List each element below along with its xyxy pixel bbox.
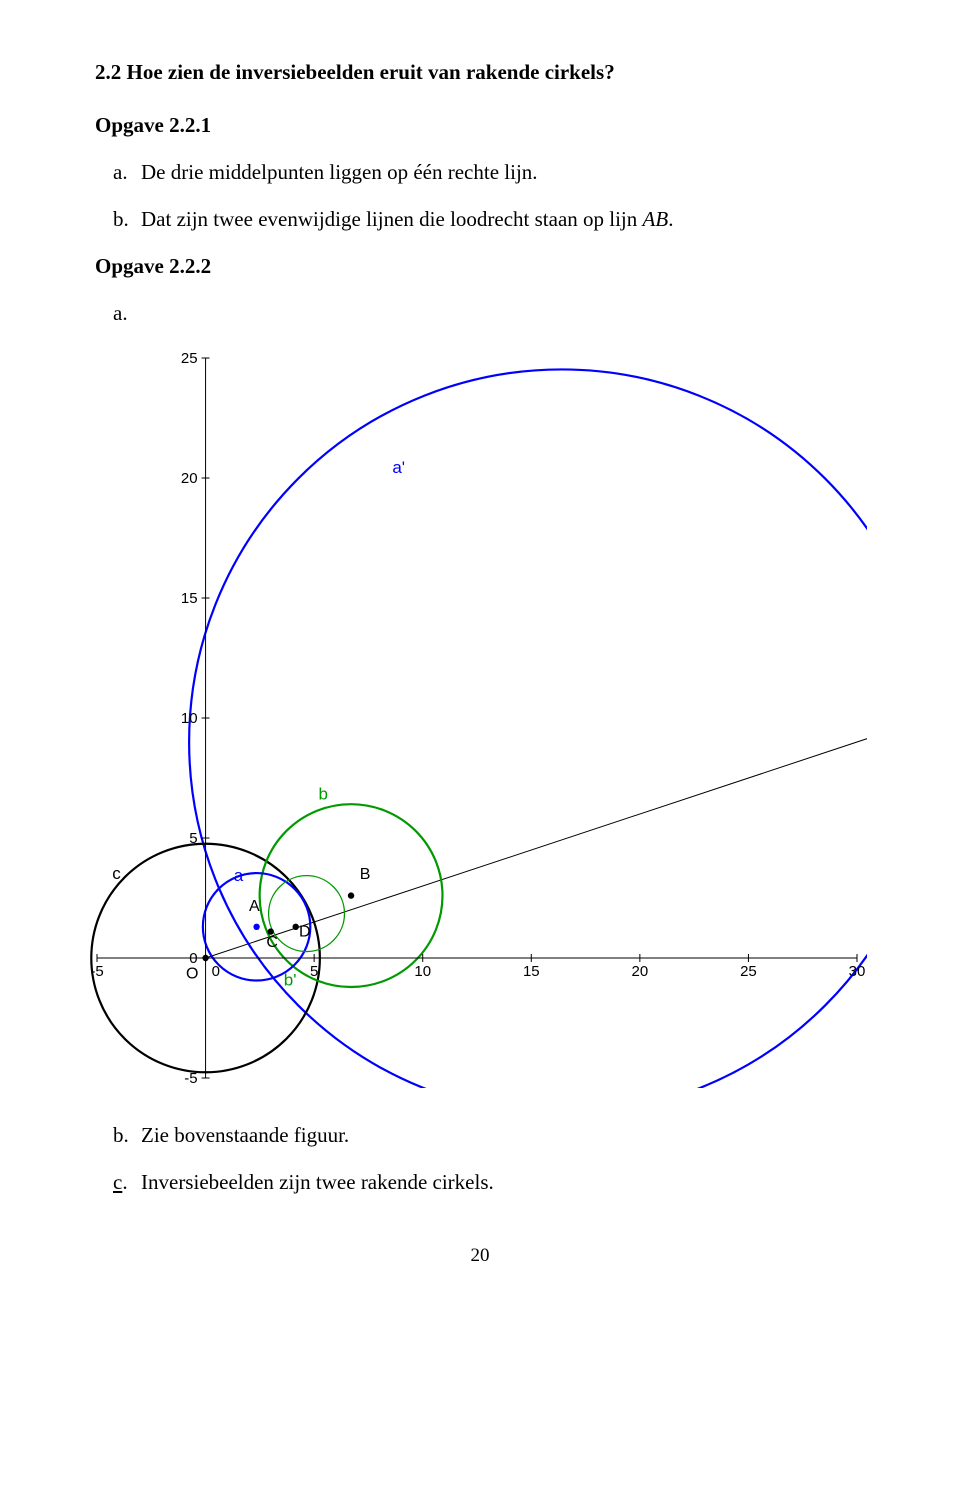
svg-text:D: D xyxy=(299,923,311,940)
ex1-item-a: a.De drie middelpunten liggen op één rec… xyxy=(95,160,865,185)
figure-container: -551015202530-505101520250a'bb'caABCDO xyxy=(67,348,865,1093)
page-number: 20 xyxy=(95,1245,865,1267)
ex1-item-b: b.Dat zijn twee evenwijdige lijnen die l… xyxy=(95,207,865,232)
svg-text:0: 0 xyxy=(212,963,220,980)
inversion-figure: -551015202530-505101520250a'bb'caABCDO xyxy=(67,348,867,1088)
ex2-b-marker: b. xyxy=(113,1123,141,1148)
svg-text:B: B xyxy=(360,866,371,883)
svg-text:b': b' xyxy=(284,971,297,990)
svg-text:A: A xyxy=(249,898,260,915)
svg-text:a: a xyxy=(234,866,244,885)
ex1-a-marker: a. xyxy=(113,160,141,185)
svg-text:30: 30 xyxy=(849,963,866,980)
ex2-c-text: Inversiebeelden zijn twee rakende cirkel… xyxy=(141,1170,494,1194)
ex1-b-text-2: . xyxy=(668,207,673,231)
svg-text:-5: -5 xyxy=(90,963,103,980)
svg-text:25: 25 xyxy=(181,350,198,367)
svg-text:10: 10 xyxy=(181,710,198,727)
svg-text:25: 25 xyxy=(740,963,757,980)
exercise-2-heading: Opgave 2.2.2 xyxy=(95,254,865,279)
svg-text:a': a' xyxy=(392,458,405,477)
ex1-a-text: De drie middelpunten liggen op één recht… xyxy=(141,160,538,184)
ex1-b-lineLabel: AB xyxy=(643,207,669,231)
svg-text:20: 20 xyxy=(632,963,649,980)
ex1-b-marker: b. xyxy=(113,207,141,232)
ex2-item-c: c.Inversiebeelden zijn twee rakende cirk… xyxy=(95,1170,865,1195)
section-heading: 2.2 Hoe zien de inversiebeelden eruit va… xyxy=(95,60,865,85)
exercise-1-heading: Opgave 2.2.1 xyxy=(95,113,865,138)
ex1-b-text-1: Dat zijn twee evenwijdige lijnen die loo… xyxy=(141,207,643,231)
svg-text:15: 15 xyxy=(523,963,540,980)
svg-text:5: 5 xyxy=(310,963,318,980)
svg-text:c: c xyxy=(112,864,121,883)
ex2-item-b: b.Zie bovenstaande figuur. xyxy=(95,1123,865,1148)
svg-text:10: 10 xyxy=(414,963,431,980)
svg-text:b: b xyxy=(318,785,327,804)
svg-text:15: 15 xyxy=(181,590,198,607)
ex2-c-marker: c. xyxy=(113,1170,141,1195)
ex2-b-text: Zie bovenstaande figuur. xyxy=(141,1123,349,1147)
svg-text:O: O xyxy=(186,965,198,982)
ex2-item-a: a. xyxy=(95,301,865,326)
svg-text:C: C xyxy=(266,934,278,951)
svg-text:5: 5 xyxy=(189,830,197,847)
svg-text:20: 20 xyxy=(181,470,198,487)
svg-text:-5: -5 xyxy=(184,1070,197,1087)
ex2-a-marker: a. xyxy=(113,301,141,326)
